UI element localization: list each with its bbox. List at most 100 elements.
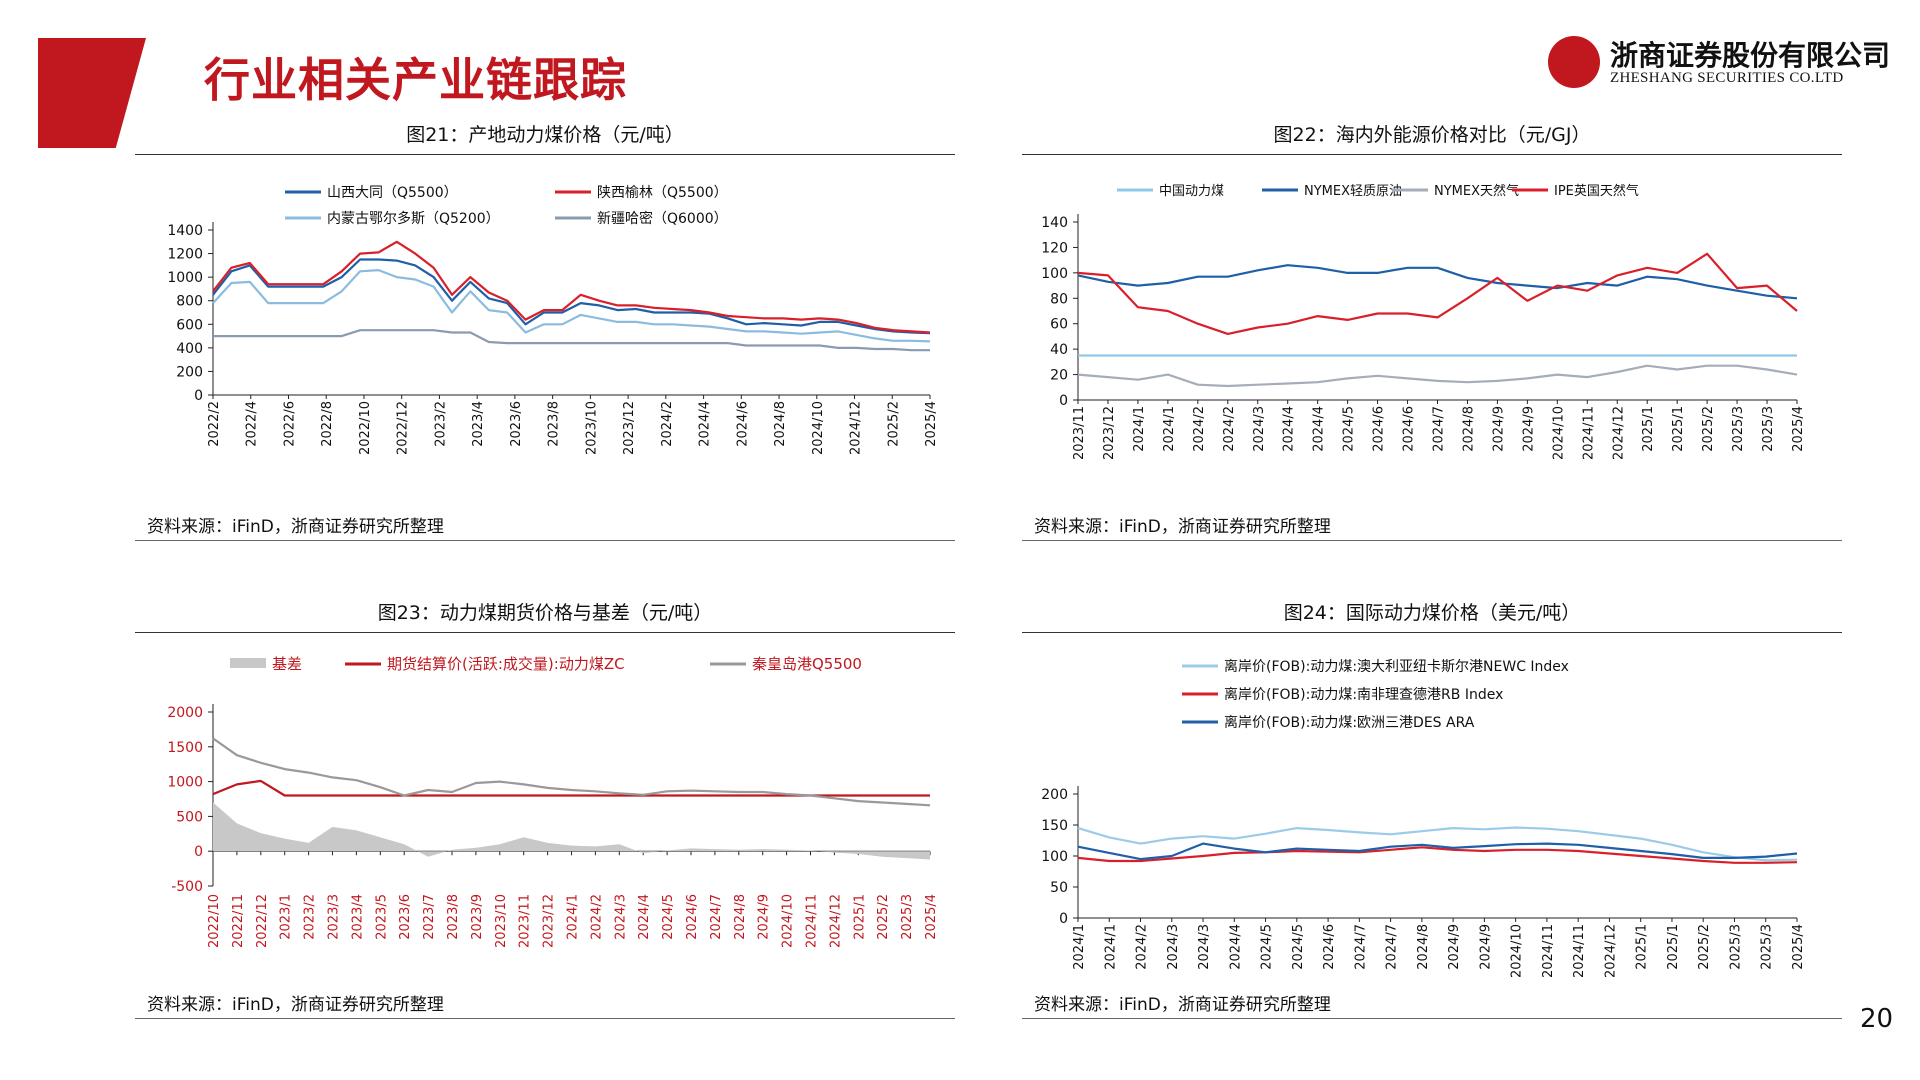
x-tick-label: 2025/1 xyxy=(1635,924,1650,970)
chart-source: 资料来源：iFinD，浙商证券研究所整理 xyxy=(1034,517,1331,537)
legend-label: 内蒙古鄂尔多斯（Q5200） xyxy=(327,210,500,227)
x-tick-label: 2024/4 xyxy=(1312,406,1327,452)
chart-title: 图22：海内外能源价格对比（元/GJ） xyxy=(1273,124,1591,146)
x-tick-label: 2023/10 xyxy=(584,401,599,455)
legend-label: 期货结算价(活跃:成交量):动力煤ZC xyxy=(387,655,625,673)
x-tick-label: 2024/4 xyxy=(637,894,652,940)
x-tick-label: 2024/6 xyxy=(1372,406,1387,452)
x-tick-label: 2024/3 xyxy=(1252,406,1267,452)
x-tick-label: 2023/2 xyxy=(433,401,448,447)
x-tick-label: 2023/12 xyxy=(622,401,637,455)
y-tick-label: 2000 xyxy=(167,705,203,721)
x-tick-label: 2024/8 xyxy=(773,401,788,447)
x-tick-label: 2023/4 xyxy=(471,401,486,447)
y-tick-label: 100 xyxy=(1041,266,1068,282)
series-line xyxy=(1077,826,1798,862)
x-tick-label: 2022/12 xyxy=(396,401,411,455)
y-tick-label: 1000 xyxy=(167,270,203,286)
x-tick-label: 2025/3 xyxy=(1761,406,1776,452)
x-tick-label: 2024/2 xyxy=(660,401,675,447)
y-tick-label: 1200 xyxy=(167,247,203,263)
y-tick-label: -500 xyxy=(171,879,203,895)
x-tick-label: 2024/1 xyxy=(1072,924,1087,970)
chart-source: 资料来源：iFinD，浙商证券研究所整理 xyxy=(147,517,444,537)
x-tick-label: 2024/3 xyxy=(1197,924,1212,970)
chart-panel-21: 图21：产地动力煤价格（元/吨） 0 200 400 600 800 1000 1200 14… xyxy=(135,120,955,550)
x-tick-label: 2024/9 xyxy=(757,894,772,940)
x-tick-label: 2024/5 xyxy=(661,894,676,940)
logo-english-name: ZHESHANG SECURITIES CO.LTD xyxy=(1610,70,1844,86)
x-tick-label: 2024/12 xyxy=(1611,406,1626,460)
legend-label: 基差 xyxy=(272,655,302,673)
x-tick-label: 2024/5 xyxy=(1342,406,1357,452)
y-tick-label: 0 xyxy=(194,844,203,860)
x-tick-label: 2022/11 xyxy=(231,894,246,948)
x-tick-label: 2023/6 xyxy=(509,401,524,447)
x-tick-label: 2025/3 xyxy=(1731,406,1746,452)
x-tick-label: 2024/2 xyxy=(1135,924,1150,970)
legend-label: 离岸价(FOB):动力煤:澳大利亚纽卡斯尔港NEWC Index xyxy=(1224,658,1569,675)
divider xyxy=(135,540,955,541)
x-tick-label: 2022/12 xyxy=(255,894,270,948)
y-tick-label: 800 xyxy=(176,294,203,310)
series-line xyxy=(1077,846,1798,864)
chart-panel-24: 图24：国际动力煤价格（美元/吨） 0 50 100 150 200 2024/1 2024… xyxy=(1022,598,1842,1028)
y-tick-label: 0 xyxy=(1059,911,1068,927)
series-line xyxy=(213,329,930,352)
x-tick-label: 2025/2 xyxy=(1697,924,1712,970)
y-tick-label: 600 xyxy=(176,317,203,333)
x-tick-label: 2022/4 xyxy=(245,401,260,447)
divider xyxy=(1022,154,1842,155)
divider xyxy=(1022,632,1842,633)
x-tick-label: 2024/9 xyxy=(1478,924,1493,970)
y-tick-label: 120 xyxy=(1041,240,1068,256)
x-tick-label: 2024/11 xyxy=(1572,924,1587,978)
y-tick-label: 1500 xyxy=(167,740,203,756)
legend-label: 陕西榆林（Q5500） xyxy=(597,185,728,201)
x-tick-label: 2024/7 xyxy=(1353,924,1368,970)
chart-svg: 0 200 400 600 800 1000 1200 1400 2022/2 2022/4 202… xyxy=(167,185,939,455)
x-tick-label: 2022/10 xyxy=(207,894,222,948)
y-tick-label: 150 xyxy=(1041,818,1068,834)
x-tick-label: 2022/8 xyxy=(320,401,335,447)
x-tick-label: 2024/3 xyxy=(1166,924,1181,970)
chart-svg: 0 50 100 150 200 2024/1 2024/1 2024/2 2024/3 2024… xyxy=(1041,658,1806,978)
x-tick-label: 2024/6 xyxy=(1402,406,1417,452)
x-tick-label: 2023/3 xyxy=(327,894,342,940)
x-tick-label: 2023/12 xyxy=(542,894,557,948)
x-tick-label: 2023/9 xyxy=(470,894,485,940)
x-tick-label: 2024/1 xyxy=(1103,924,1118,970)
x-tick-label: 2023/1 xyxy=(279,894,294,940)
chart-panel-22: 图22：海内外能源价格对比（元/GJ） 0 20 40 60 80 100 120 140 20… xyxy=(1022,120,1842,550)
y-tick-label: 0 xyxy=(194,388,203,404)
x-tick-label: 2025/3 xyxy=(1728,924,1743,970)
divider xyxy=(135,154,955,155)
series-line xyxy=(1077,842,1798,861)
y-tick-label: 100 xyxy=(1041,849,1068,865)
x-tick-label: 2024/3 xyxy=(613,894,628,940)
x-tick-label: 2024/4 xyxy=(698,401,713,447)
x-tick-label: 2023/5 xyxy=(374,894,389,940)
x-tick-label: 2024/10 xyxy=(811,401,826,455)
page-title: 行业相关产业链跟踪 xyxy=(204,53,627,107)
chart-source: 资料来源：iFinD，浙商证券研究所整理 xyxy=(147,995,444,1015)
x-tick-label: 2025/1 xyxy=(852,894,867,940)
x-tick-label: 2023/8 xyxy=(547,401,562,447)
chart-svg: 0 20 40 60 80 100 120 140 2023/11 2023/12 2024/1 20… xyxy=(1041,183,1806,460)
x-tick-label: 2024/2 xyxy=(589,894,604,940)
x-tick-label: 2024/11 xyxy=(1541,924,1556,978)
y-tick-label: 50 xyxy=(1050,880,1068,896)
logo-chinese-name: 浙商证券股份有限公司 xyxy=(1610,39,1891,72)
x-tick-label: 2023/4 xyxy=(350,894,365,940)
x-tick-label: 2024/1 xyxy=(1132,406,1147,452)
x-tick-label: 2023/10 xyxy=(494,894,509,948)
series-line xyxy=(212,258,931,335)
series-line xyxy=(1077,264,1798,300)
y-tick-label: 400 xyxy=(176,341,203,357)
x-tick-label: 2025/4 xyxy=(1791,406,1806,452)
legend-swatch xyxy=(230,658,266,668)
x-tick-label: 2024/10 xyxy=(1510,924,1525,978)
y-tick-label: 80 xyxy=(1050,291,1068,307)
header-accent-shape xyxy=(38,38,146,148)
y-tick-label: 0 xyxy=(1059,393,1068,409)
